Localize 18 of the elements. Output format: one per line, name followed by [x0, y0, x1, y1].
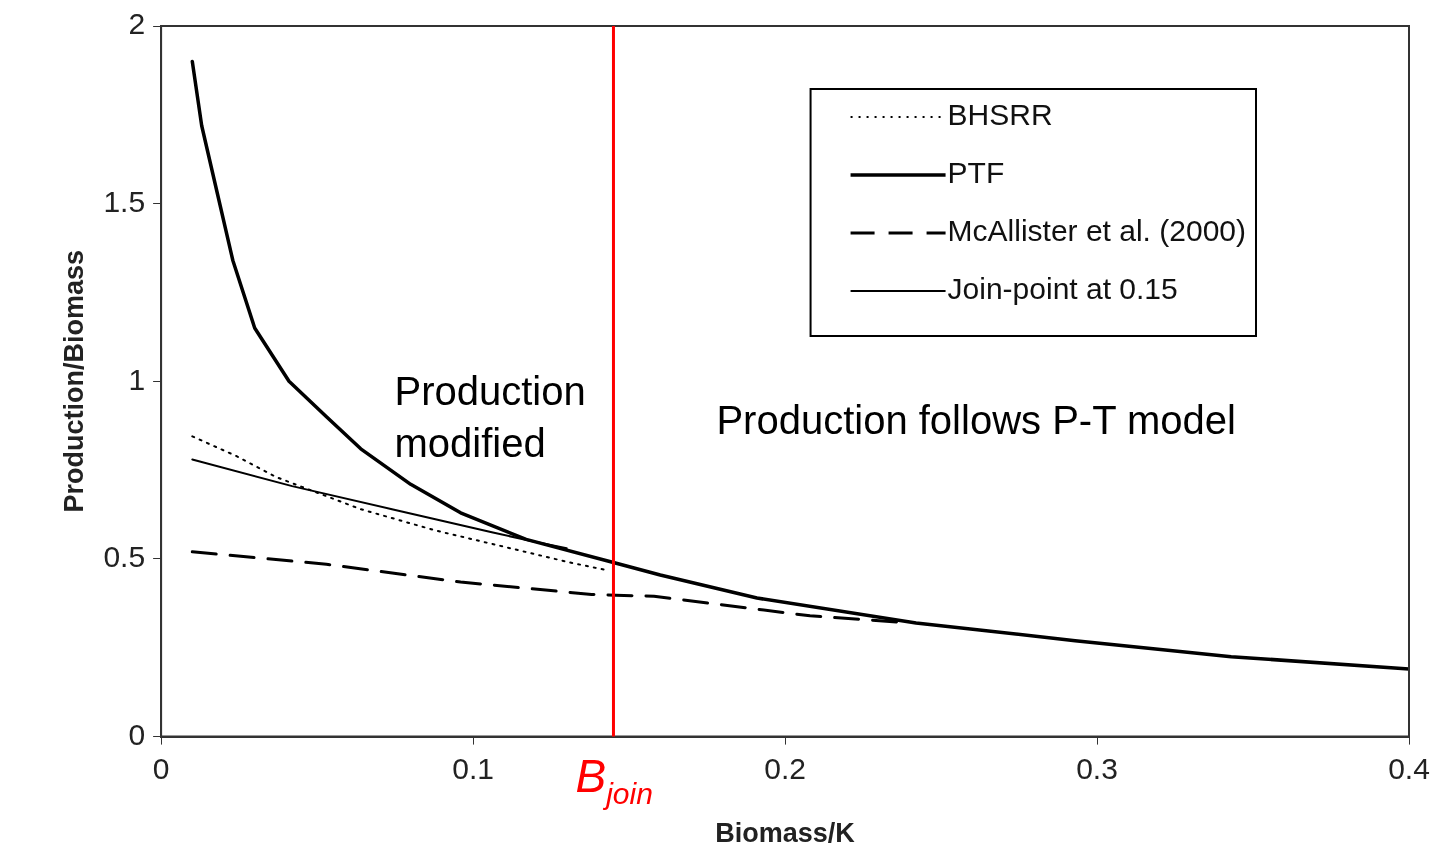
x-axis-title: Biomass/K [715, 818, 856, 849]
legend-label: Join-point at 0.15 [947, 272, 1178, 306]
annotation: Production modified [394, 369, 586, 466]
y-tick-label: 1.5 [103, 184, 146, 218]
x-tick-label: 0.1 [452, 751, 494, 785]
y-axis-title: Production/Biomass [58, 250, 89, 513]
y-tick-label: 0.5 [103, 540, 146, 574]
legend-label: McAllister et al. (2000) [947, 214, 1246, 248]
x-tick-label: 0.2 [764, 751, 806, 785]
annotation: Production follows P-T model [716, 397, 1236, 442]
y-tick-label: 2 [128, 7, 146, 41]
legend-label: BHSRR [947, 98, 1053, 132]
x-tick-label: 0 [152, 751, 170, 785]
y-tick-label: 0 [128, 717, 146, 751]
x-tick-label: 0.3 [1076, 751, 1118, 785]
y-tick-label: 1 [128, 362, 146, 396]
x-tick-label: 0.4 [1388, 751, 1430, 785]
legend-label: PTF [947, 156, 1005, 190]
